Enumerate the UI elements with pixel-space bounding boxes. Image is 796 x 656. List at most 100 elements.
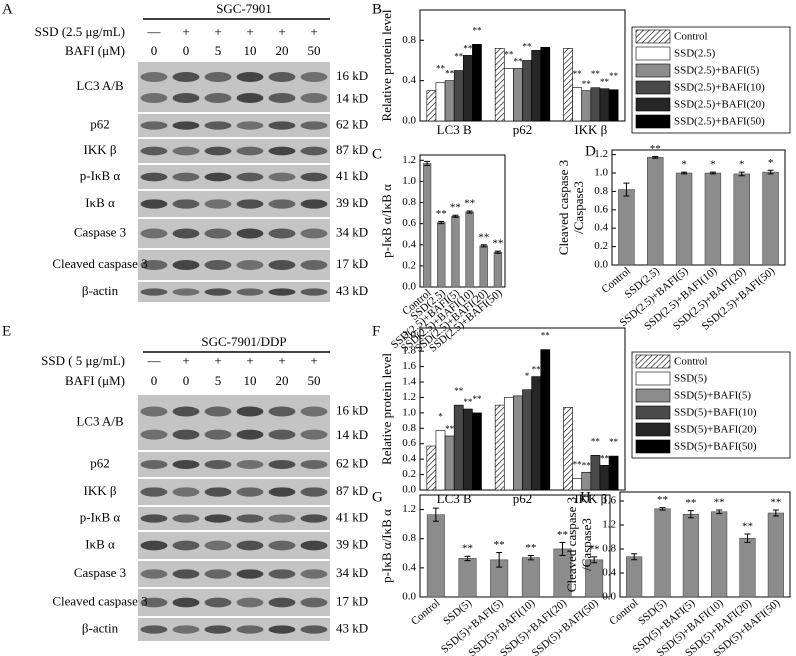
significance: ** [463, 43, 473, 53]
bar [767, 512, 784, 598]
lane-label: + [278, 24, 285, 39]
blot-strip [138, 452, 330, 477]
x-tick-label: p62 [513, 122, 533, 137]
blot-band [204, 625, 232, 634]
blot-strip [138, 561, 330, 587]
x-tick-label: LC3 B [437, 122, 472, 137]
blot-band [268, 146, 296, 156]
significance: ** [650, 143, 661, 155]
blot-strip [138, 191, 330, 217]
y-tick-label: 0.6 [594, 203, 608, 215]
blot-band [236, 429, 264, 440]
y-tick-label: 0.8 [594, 185, 608, 197]
kd-label: 34 kD [336, 565, 368, 580]
blot-band [300, 146, 328, 156]
row-label: IKK β [84, 483, 117, 498]
lane-label: 20 [276, 43, 289, 58]
blot-strip [138, 479, 330, 505]
y-tick-label: 0.0 [402, 281, 416, 293]
blot-band [172, 406, 200, 417]
y-tick-label: 1.8 [402, 345, 416, 357]
plot-frame [611, 149, 786, 266]
blot-band [172, 72, 200, 82]
error-bar [767, 169, 774, 175]
bar [513, 68, 523, 122]
blot-band [268, 487, 296, 497]
error-bar [631, 553, 638, 561]
significance: * [438, 412, 443, 422]
legend-label: Control [674, 356, 708, 368]
y-tick-label: 0.2 [402, 468, 416, 480]
bar [465, 211, 474, 288]
bar [458, 558, 477, 598]
blot-band [268, 260, 296, 270]
lane-label: 5 [215, 43, 222, 58]
legend-swatch [635, 388, 671, 403]
y-tick-label: 0.4 [602, 567, 616, 579]
bar [426, 90, 437, 122]
legend-swatch [635, 114, 671, 129]
error-bar [659, 507, 666, 511]
blot-band [268, 121, 296, 130]
significance: * [739, 159, 745, 171]
y-tick-label: 0.2 [594, 240, 608, 252]
legend-swatch [635, 405, 671, 420]
significance: * [681, 159, 687, 171]
bar [503, 68, 514, 122]
bar [503, 397, 514, 491]
kd-label: 17 kD [336, 593, 368, 608]
y-tick-label: 1.2 [402, 391, 416, 403]
blot-band [172, 199, 200, 209]
y-tick-label: 0.8 [402, 34, 416, 46]
y-axis-label: /Caspase3 [579, 518, 594, 571]
blot-band [140, 121, 168, 130]
x-tick-label: LC3 B [437, 491, 472, 506]
panel-letter: G [372, 489, 383, 505]
lane-label: + [214, 24, 221, 39]
bar [647, 157, 664, 266]
lane-label: 50 [308, 43, 321, 58]
lane-label: + [246, 24, 253, 39]
blot-band [300, 228, 328, 239]
blot-band [204, 172, 232, 182]
bar [472, 44, 482, 122]
y-tick-label: 1.2 [594, 148, 608, 160]
bar [422, 163, 432, 288]
blot-band [300, 406, 328, 417]
row-label: LC3 A/B [76, 78, 124, 93]
blot-band [140, 146, 168, 156]
bar [426, 514, 445, 598]
row-label: Cleaved caspase 3 [52, 256, 147, 271]
blot-band [204, 121, 232, 130]
legend-label: SSD(2.5)+BAFI(5) [674, 65, 760, 77]
panel-letter: F [372, 323, 380, 339]
blot-band [300, 487, 328, 497]
significance: ** [532, 365, 542, 375]
legend-label: SSD(5)+BAFI(10) [674, 407, 757, 419]
blot-band [172, 487, 200, 497]
legend-label: SSD(2.5) [674, 48, 716, 60]
blot-band [172, 597, 200, 608]
significance: ** [609, 71, 619, 81]
kd-label: 14 kD [336, 427, 368, 442]
y-axis-label: Relative protein level [379, 353, 394, 465]
bar [590, 87, 601, 122]
bar [608, 89, 619, 122]
treatment-label: BAFI (μM) [65, 373, 125, 388]
legend-swatch [635, 439, 671, 454]
significance: ** [454, 52, 464, 62]
y-tick-label: 1.6 [602, 495, 616, 507]
kd-label: 43 kD [336, 283, 368, 298]
blot-band [268, 288, 296, 296]
significance: ** [591, 69, 601, 79]
bar [572, 87, 583, 122]
significance: ** [436, 208, 447, 220]
significance: ** [770, 497, 781, 509]
significance: ** [742, 521, 753, 533]
error-bar [559, 541, 566, 556]
blot-band [268, 597, 296, 608]
error-bar [527, 554, 534, 561]
error-bar [687, 510, 694, 519]
blot-band [172, 514, 200, 523]
